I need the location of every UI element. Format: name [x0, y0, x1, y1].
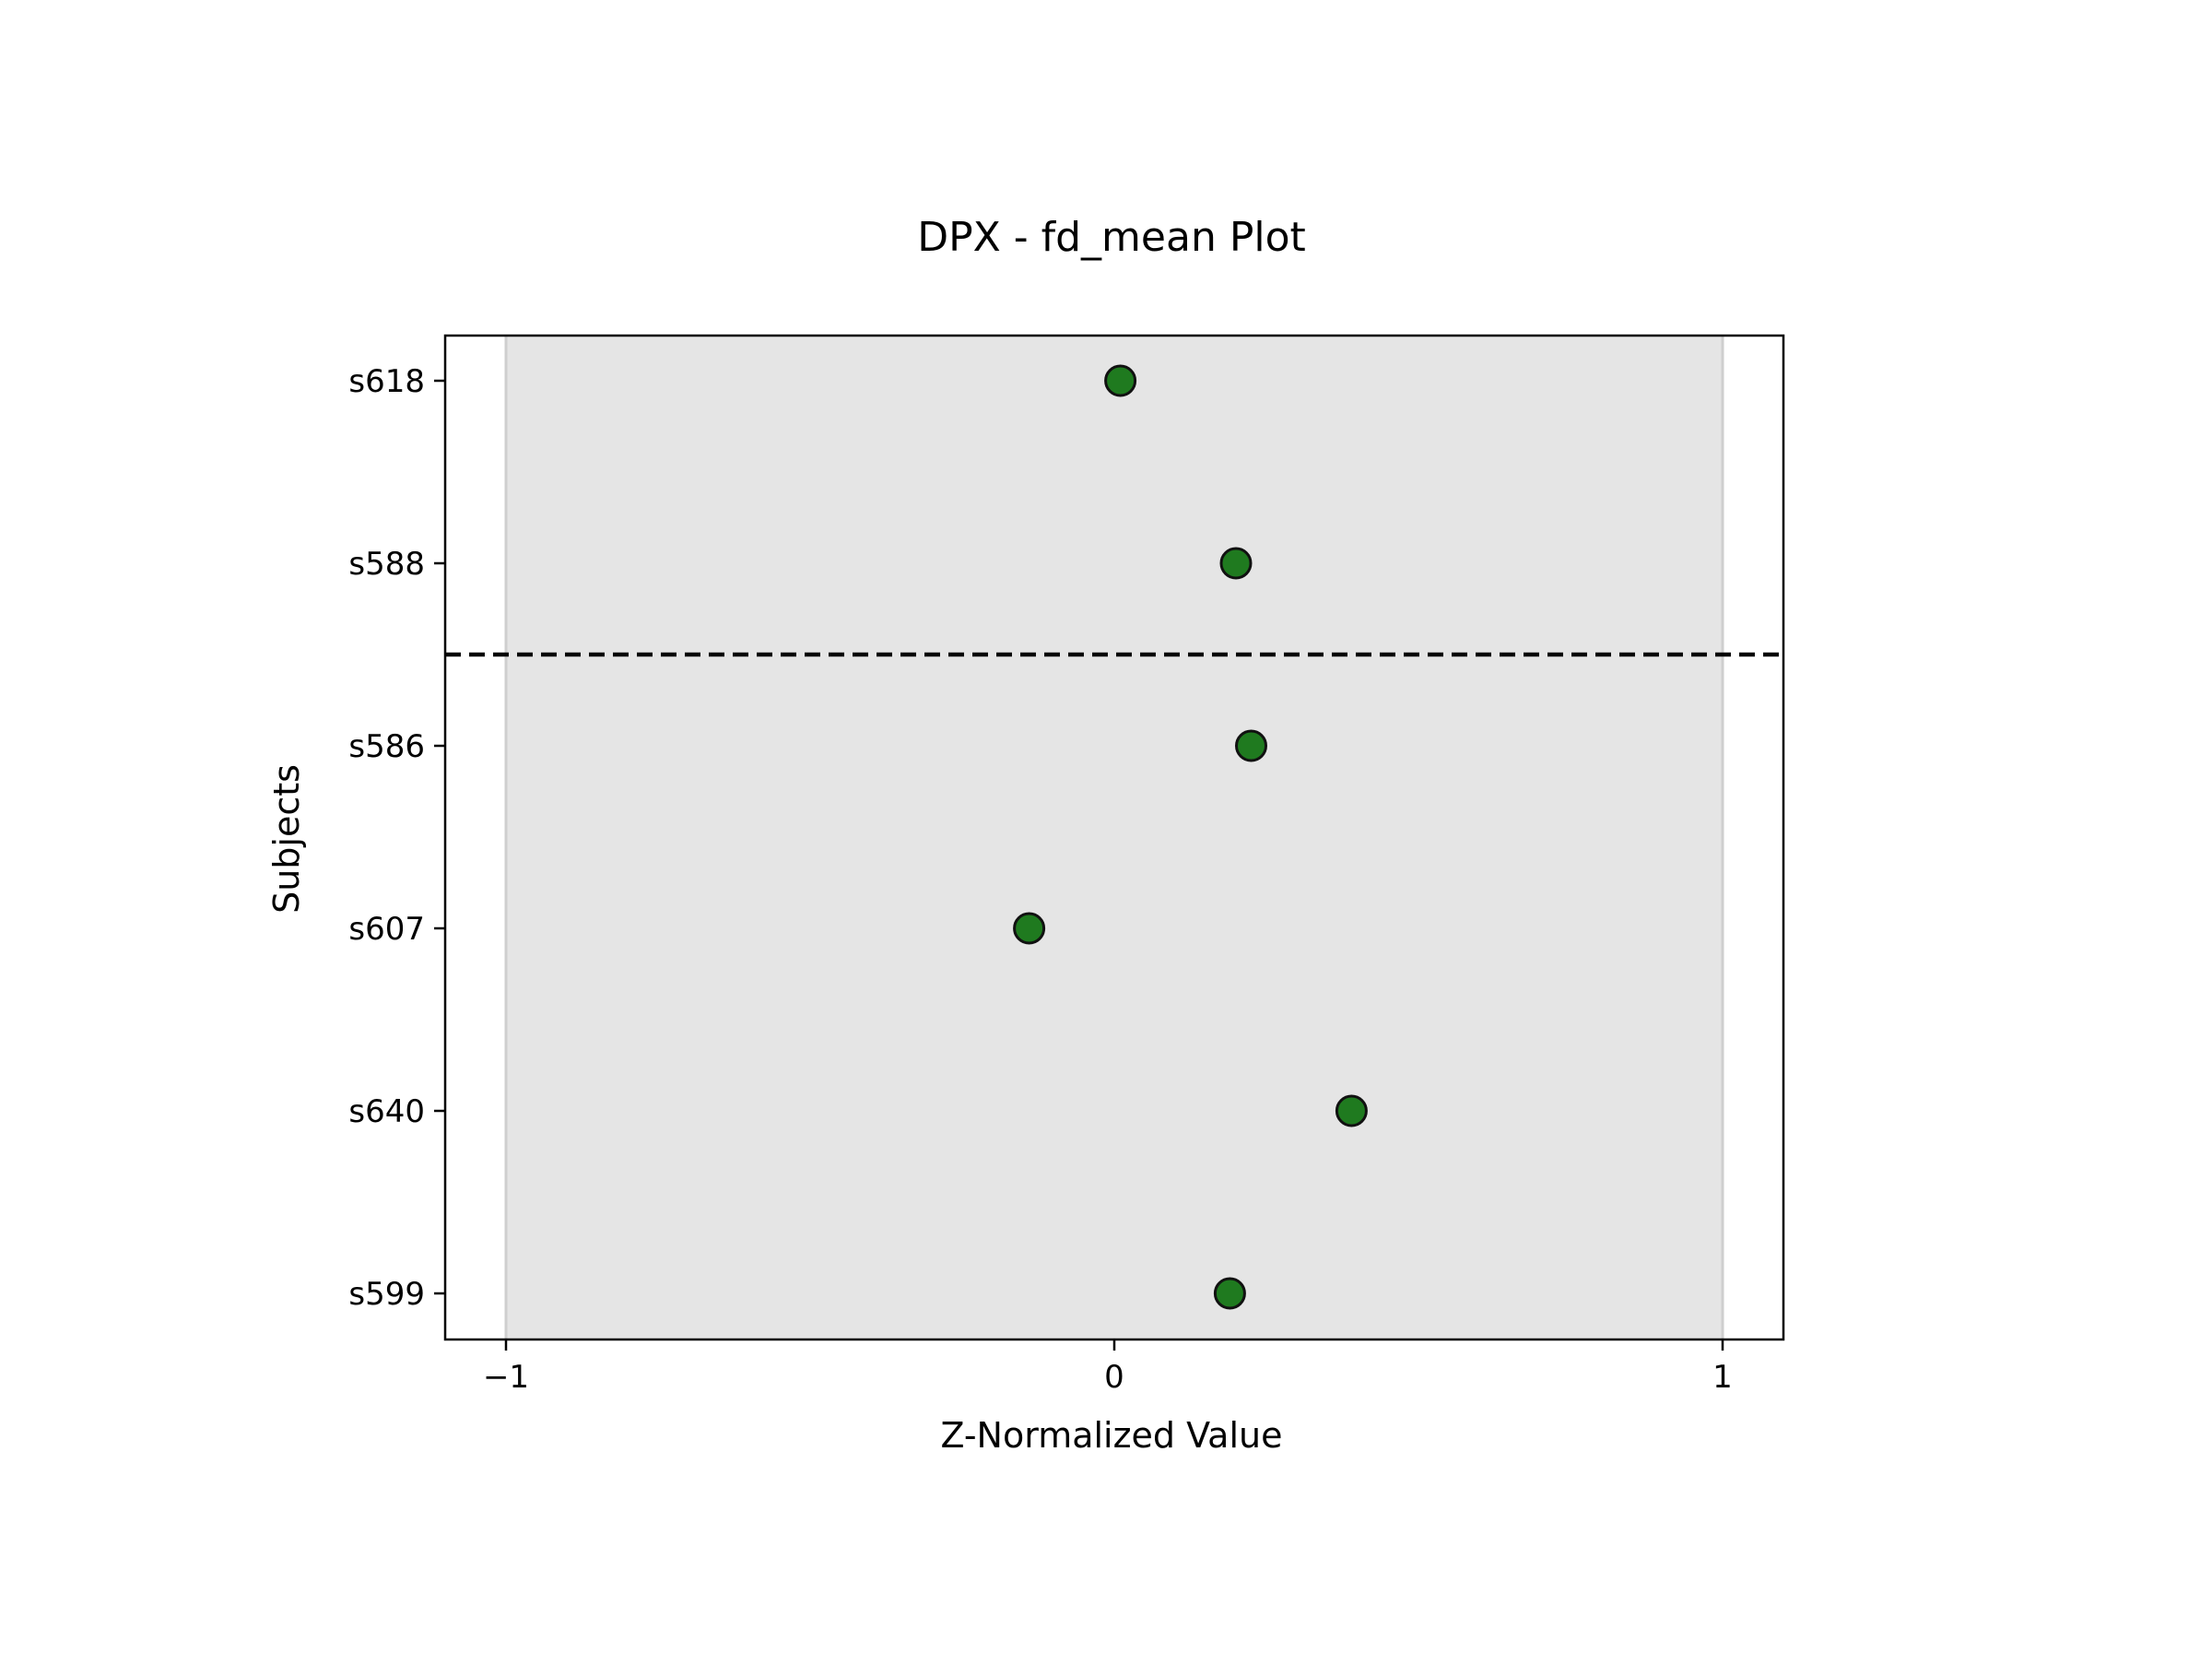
data-point: [1013, 912, 1046, 945]
shaded-range-band: [506, 336, 1723, 1339]
x-tick-label: −1: [483, 1359, 529, 1396]
y-tick-label: s640: [348, 1093, 425, 1130]
data-point: [1104, 364, 1137, 397]
y-tick-label: s588: [348, 546, 425, 583]
plot-area: −1 0 1 s618 s588 s586 s607 s640 s599: [348, 334, 1785, 1396]
y-axis-label: Subjects: [266, 764, 307, 914]
data-point: [1213, 1277, 1246, 1310]
data-point: [1235, 729, 1267, 762]
chart-title: DPX - fd_mean Plot: [917, 214, 1306, 261]
y-tick-label: s599: [348, 1276, 425, 1313]
y-tick-label: s618: [348, 363, 425, 400]
y-tick-label: s586: [348, 728, 425, 765]
data-point: [1219, 547, 1253, 580]
x-tick-label: 0: [1104, 1359, 1124, 1396]
x-axis-label: Z-Normalized Value: [940, 1415, 1282, 1456]
y-tick-label: s607: [348, 911, 425, 948]
data-point: [1335, 1094, 1368, 1127]
x-tick-label: 1: [1712, 1359, 1733, 1396]
